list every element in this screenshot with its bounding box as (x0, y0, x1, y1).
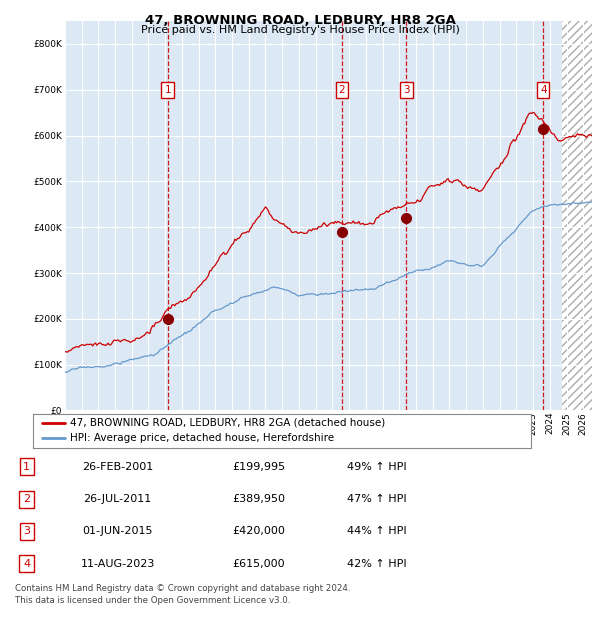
Text: 2: 2 (23, 494, 30, 504)
Text: 47, BROWNING ROAD, LEDBURY, HR8 2GA (detached house): 47, BROWNING ROAD, LEDBURY, HR8 2GA (det… (70, 418, 386, 428)
Text: HPI: Average price, detached house, Herefordshire: HPI: Average price, detached house, Here… (70, 433, 334, 443)
Text: 1: 1 (164, 85, 171, 95)
Text: 3: 3 (23, 526, 30, 536)
Text: 1: 1 (23, 462, 30, 472)
Text: 3: 3 (403, 85, 410, 95)
Text: 2: 2 (338, 85, 345, 95)
Text: 42% ↑ HPI: 42% ↑ HPI (347, 559, 406, 569)
Text: Price paid vs. HM Land Registry's House Price Index (HPI): Price paid vs. HM Land Registry's House … (140, 25, 460, 35)
Text: 47% ↑ HPI: 47% ↑ HPI (347, 494, 406, 504)
Text: 01-JUN-2015: 01-JUN-2015 (82, 526, 153, 536)
Text: £389,950: £389,950 (232, 494, 286, 504)
Text: This data is licensed under the Open Government Licence v3.0.: This data is licensed under the Open Gov… (15, 596, 290, 606)
Text: 47, BROWNING ROAD, LEDBURY, HR8 2GA: 47, BROWNING ROAD, LEDBURY, HR8 2GA (145, 14, 455, 27)
Text: 49% ↑ HPI: 49% ↑ HPI (347, 462, 406, 472)
Text: 4: 4 (23, 559, 30, 569)
Text: £420,000: £420,000 (232, 526, 285, 536)
Text: 26-FEB-2001: 26-FEB-2001 (82, 462, 154, 472)
Text: 44% ↑ HPI: 44% ↑ HPI (347, 526, 406, 536)
Text: 11-AUG-2023: 11-AUG-2023 (80, 559, 155, 569)
Text: £615,000: £615,000 (233, 559, 285, 569)
Text: 26-JUL-2011: 26-JUL-2011 (83, 494, 152, 504)
Text: 4: 4 (540, 85, 547, 95)
Text: £199,995: £199,995 (232, 462, 286, 472)
Text: Contains HM Land Registry data © Crown copyright and database right 2024.: Contains HM Land Registry data © Crown c… (15, 584, 350, 593)
